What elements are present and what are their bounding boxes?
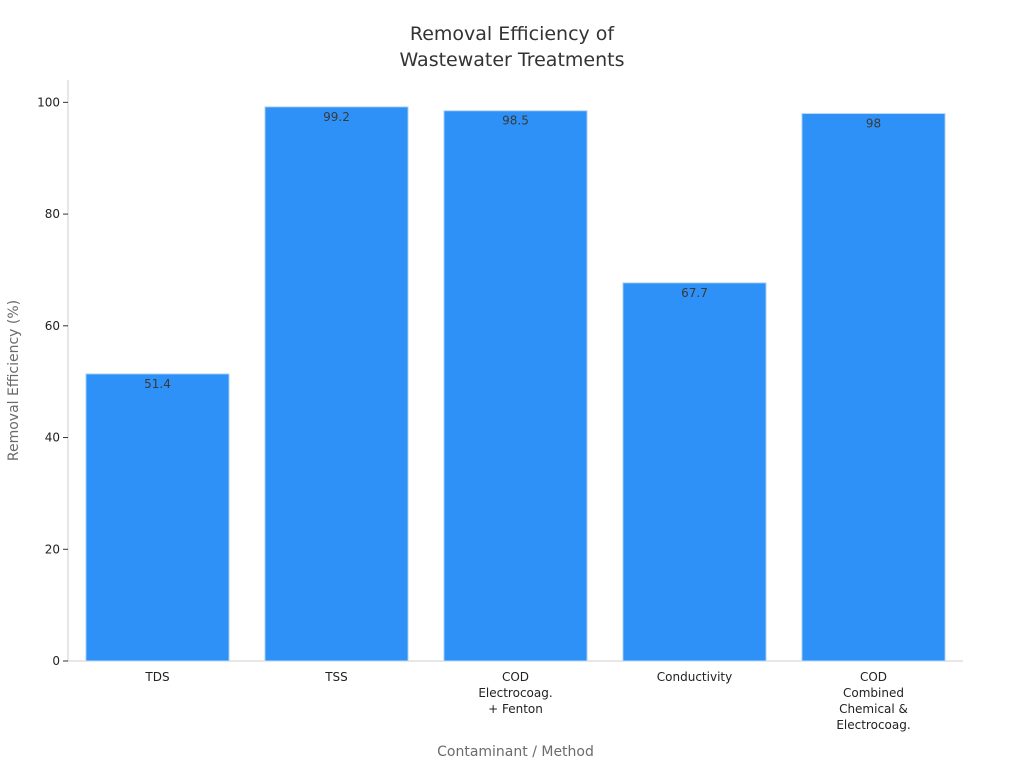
chart-title-line-1: Removal Efficiency of <box>410 23 616 45</box>
bar-value-label: 99.2 <box>323 110 350 124</box>
y-tick-label: 60 <box>45 319 60 333</box>
x-tick-label: COD Electrocoag. + Fenton <box>478 670 552 716</box>
y-tick-label: 0 <box>52 654 60 668</box>
bar <box>801 113 946 662</box>
x-tick-label: TDS <box>144 670 169 684</box>
bar <box>264 106 409 662</box>
bar-value-label: 51.4 <box>144 377 171 391</box>
x-axis-tick-labels: TDS TSS COD Electrocoag. + Fenton Conductivit… <box>144 670 910 732</box>
y-tick-label: 100 <box>37 95 60 109</box>
x-tick-label: Conductivity <box>657 670 732 684</box>
bar <box>443 110 588 662</box>
chart-title-line-2: Wastewater Treatments <box>399 49 624 71</box>
bar <box>622 282 767 662</box>
y-axis-label: Removal Efficiency (%) <box>6 300 22 461</box>
chart-title: Removal Efficiency of Wastewater Treatmen… <box>399 23 624 71</box>
x-axis-label: Contaminant / Method <box>437 744 594 760</box>
y-tick-label: 20 <box>45 542 60 556</box>
bar <box>85 373 230 662</box>
x-tick-label: TSS <box>324 670 348 684</box>
y-axis-ticks: 0 20 40 60 80 100 <box>37 95 68 668</box>
bar-value-label: 98 <box>866 117 881 131</box>
y-tick-label: 40 <box>45 431 60 445</box>
bars: 51.4 99.2 98.5 67.7 98 <box>85 106 946 662</box>
x-tick-label: COD Combined Chemical & Electrocoag. <box>836 670 910 732</box>
bar-value-label: 67.7 <box>681 286 708 300</box>
y-tick-label: 80 <box>45 207 60 221</box>
bar-value-label: 98.5 <box>502 114 529 128</box>
